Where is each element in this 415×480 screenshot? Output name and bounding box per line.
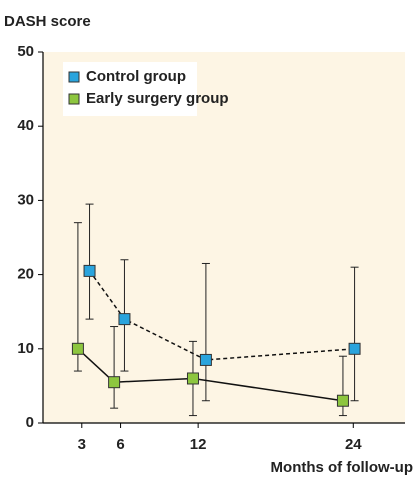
legend-box — [63, 62, 197, 116]
y-axis-title: DASH score — [4, 13, 91, 30]
legend-marker — [68, 93, 80, 105]
y-tick-label: 10 — [17, 340, 34, 357]
y-tick-label: 30 — [17, 191, 34, 208]
series-line — [88, 270, 355, 361]
x-tick-label: 3 — [78, 436, 86, 453]
legend-marker — [68, 71, 80, 83]
y-tick-label: 0 — [26, 414, 34, 431]
marker — [108, 376, 121, 389]
legend-label: Control group — [86, 68, 186, 85]
x-tick-label: 12 — [190, 436, 207, 453]
x-tick-label: 6 — [116, 436, 124, 453]
marker — [336, 394, 349, 407]
marker — [199, 353, 212, 366]
y-tick-label: 40 — [17, 117, 34, 134]
marker — [83, 264, 96, 277]
marker — [71, 342, 84, 355]
marker — [348, 342, 361, 355]
x-tick-label: 24 — [345, 436, 362, 453]
marker — [186, 372, 199, 385]
marker — [118, 313, 131, 326]
x-axis-title: Months of follow-up — [271, 459, 413, 476]
series-line — [77, 348, 344, 402]
y-tick-label: 20 — [17, 266, 34, 283]
legend-label: Early surgery group — [86, 90, 229, 107]
y-tick-label: 50 — [17, 43, 34, 60]
